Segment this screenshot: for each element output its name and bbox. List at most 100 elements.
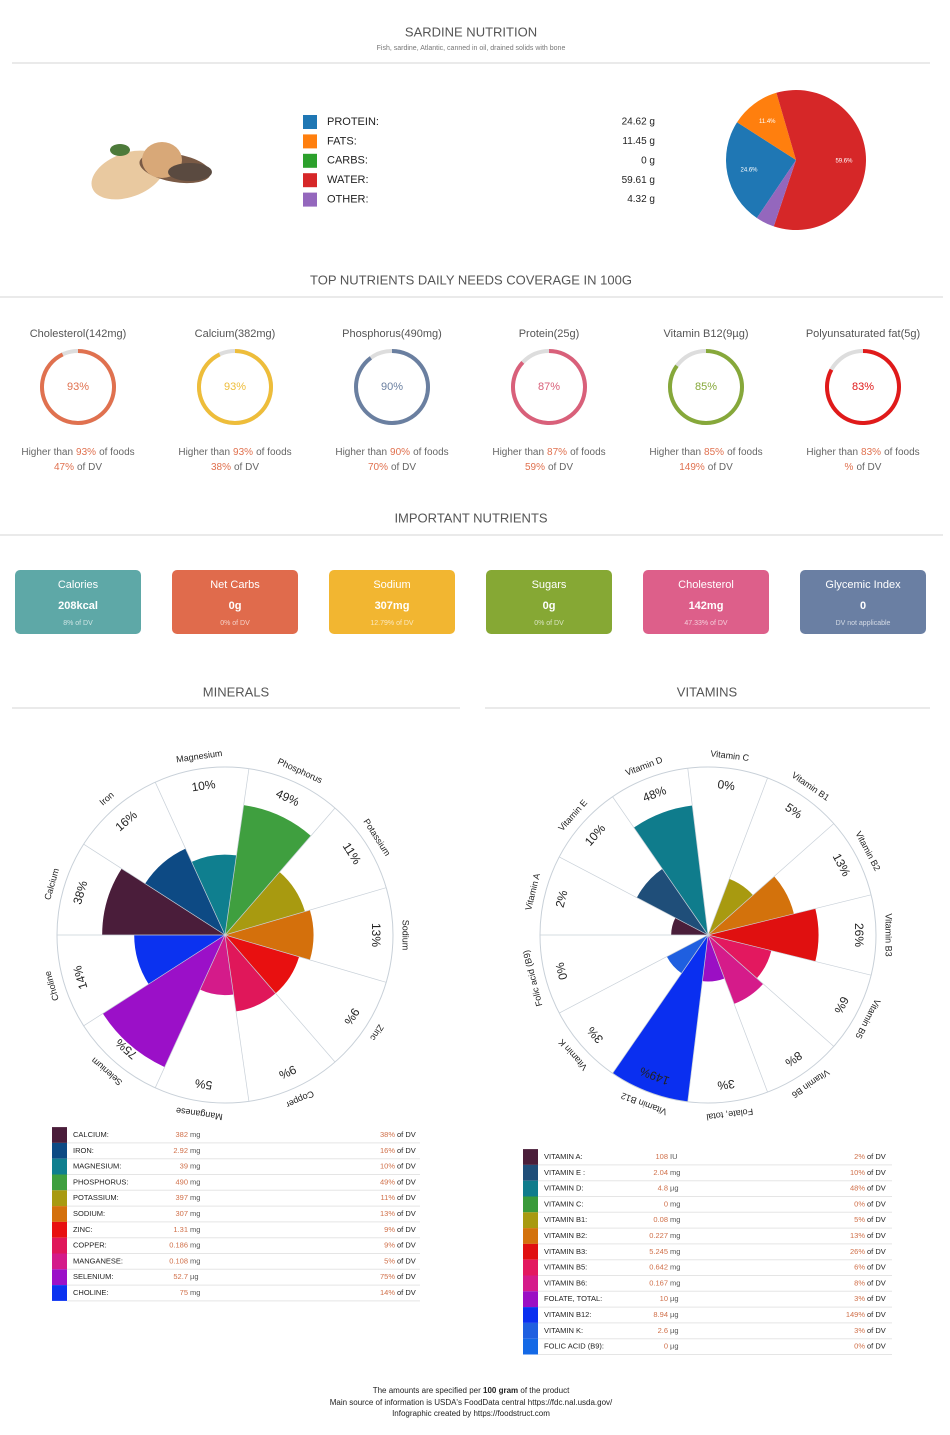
polar-wedge — [102, 868, 225, 935]
polar-name: Choline — [43, 970, 61, 1002]
higher-than: Higher than 83% of foods — [806, 447, 919, 458]
polar-value: 13% — [369, 923, 383, 947]
dv-line: 38% of DV — [211, 462, 259, 473]
polar-wedge — [708, 935, 764, 1004]
dv: % — [845, 462, 854, 473]
row-unit: mg — [670, 1263, 680, 1272]
row-dv-suffix: of DV — [397, 1193, 416, 1202]
card-note: 12.79% of DV — [370, 620, 414, 627]
row-name: VITAMIN B12: — [544, 1310, 591, 1319]
card-note: 47.33% of DV — [684, 620, 728, 627]
row-amount: 52.7 — [173, 1272, 188, 1281]
card — [172, 570, 298, 634]
legend-value: 4.32 g — [627, 194, 655, 205]
text: of DV — [856, 462, 881, 473]
row-name: FOLATE, TOTAL: — [544, 1294, 602, 1303]
nutrient-name: Vitamin B12(9µg) — [663, 328, 748, 340]
row-unit: mg — [670, 1278, 680, 1287]
nutrient-name: Phosphorus(490mg) — [342, 328, 442, 340]
percent: 87% — [547, 447, 567, 458]
spoke — [707, 777, 768, 936]
row-dv: 38% — [380, 1130, 395, 1139]
dv: 47% — [54, 462, 74, 473]
row-amount: 0.08 — [653, 1215, 668, 1224]
card-note: 0% of DV — [534, 620, 564, 627]
section-title: VITAMINS — [677, 684, 738, 699]
polar-outline — [539, 766, 877, 1104]
pie-slice — [737, 92, 796, 160]
row-unit: mg — [190, 1241, 200, 1250]
subtitle: Fish, sardine, Atlantic, canned in oil, … — [377, 45, 566, 52]
polar-name: Vitamin B1 — [790, 770, 831, 803]
polar-value: 6% — [831, 994, 852, 1016]
table-swatch — [52, 1174, 67, 1191]
polar-value: 8% — [782, 1048, 804, 1070]
row-amount: 8.94 — [653, 1310, 668, 1319]
text: Higher than — [492, 447, 544, 458]
row-unit: mg — [670, 1215, 680, 1224]
spoke — [224, 934, 250, 1102]
table-swatch — [523, 1180, 538, 1197]
row-dv: 9% — [384, 1241, 395, 1250]
table-swatch — [523, 1243, 538, 1260]
percent: 83% — [861, 447, 881, 458]
spoke — [707, 894, 872, 936]
row-unit: mg — [190, 1177, 200, 1186]
row-dv-suffix: of DV — [867, 1152, 886, 1161]
row-dv-suffix: of DV — [867, 1168, 886, 1177]
ring-label: 83% — [852, 381, 874, 393]
polar-wedge — [225, 805, 311, 935]
spoke — [707, 934, 768, 1093]
spoke — [154, 934, 226, 1088]
row-amount: 0.108 — [169, 1256, 188, 1265]
table-swatch — [523, 1149, 538, 1165]
row-unit: mg — [190, 1256, 200, 1265]
footer-bold: 100 gram — [483, 1386, 518, 1395]
higher-than: Higher than 85% of foods — [649, 447, 762, 458]
legend-swatch — [303, 115, 317, 129]
polar-name: Folate, total — [706, 1107, 754, 1123]
row-dv-suffix: of DV — [867, 1294, 886, 1303]
text: Higher than — [335, 447, 387, 458]
footer-line: Main source of information is USDA's Foo… — [330, 1398, 613, 1407]
title: SARDINE NUTRITION — [405, 24, 537, 39]
polar-value: 9% — [341, 1005, 362, 1027]
polar-name: Vitamin B5 — [853, 997, 882, 1040]
pie-label: 24.6% — [740, 167, 758, 173]
row-amount: 2.92 — [173, 1146, 188, 1155]
nutrient-name: Cholesterol(142mg) — [30, 328, 127, 340]
table-swatch — [523, 1307, 538, 1323]
polar-value: 2% — [553, 888, 571, 909]
polar-wedge — [225, 910, 314, 960]
polar-name: Vitamin B6 — [790, 1067, 831, 1100]
row-unit: µg — [670, 1294, 679, 1303]
row-dv: 48% — [850, 1184, 865, 1193]
polar-value: 38% — [70, 879, 90, 906]
card-value: 0g — [229, 600, 242, 612]
spoke — [687, 934, 709, 1102]
row-name: VITAMIN K: — [544, 1326, 583, 1335]
dv-line: 59% of DV — [525, 462, 573, 473]
row-dv-suffix: of DV — [867, 1231, 886, 1240]
higher-than: Higher than 87% of foods — [492, 447, 605, 458]
polar-wedge — [636, 868, 708, 935]
percent: 93% — [233, 447, 253, 458]
row-name: SODIUM: — [73, 1209, 105, 1218]
spoke — [224, 768, 250, 936]
polar-value: 16% — [113, 808, 141, 835]
polar-name: Vitamin B2 — [853, 830, 882, 873]
polar-wedge — [612, 935, 708, 1102]
row-amount: 0.227 — [649, 1231, 668, 1240]
higher-than: Higher than 93% of foods — [21, 447, 134, 458]
text: Higher than — [21, 447, 73, 458]
polar-name: Manganese — [175, 1105, 223, 1122]
row-dv: 3% — [854, 1326, 865, 1335]
row-name: SELENIUM: — [73, 1272, 113, 1281]
spoke — [612, 934, 709, 1074]
row-dv: 49% — [380, 1177, 395, 1186]
ring-label: 87% — [538, 381, 560, 393]
row-name: CALCIUM: — [73, 1130, 109, 1139]
pie-slice — [773, 90, 866, 230]
polar-name: Phosphorus — [276, 756, 324, 785]
